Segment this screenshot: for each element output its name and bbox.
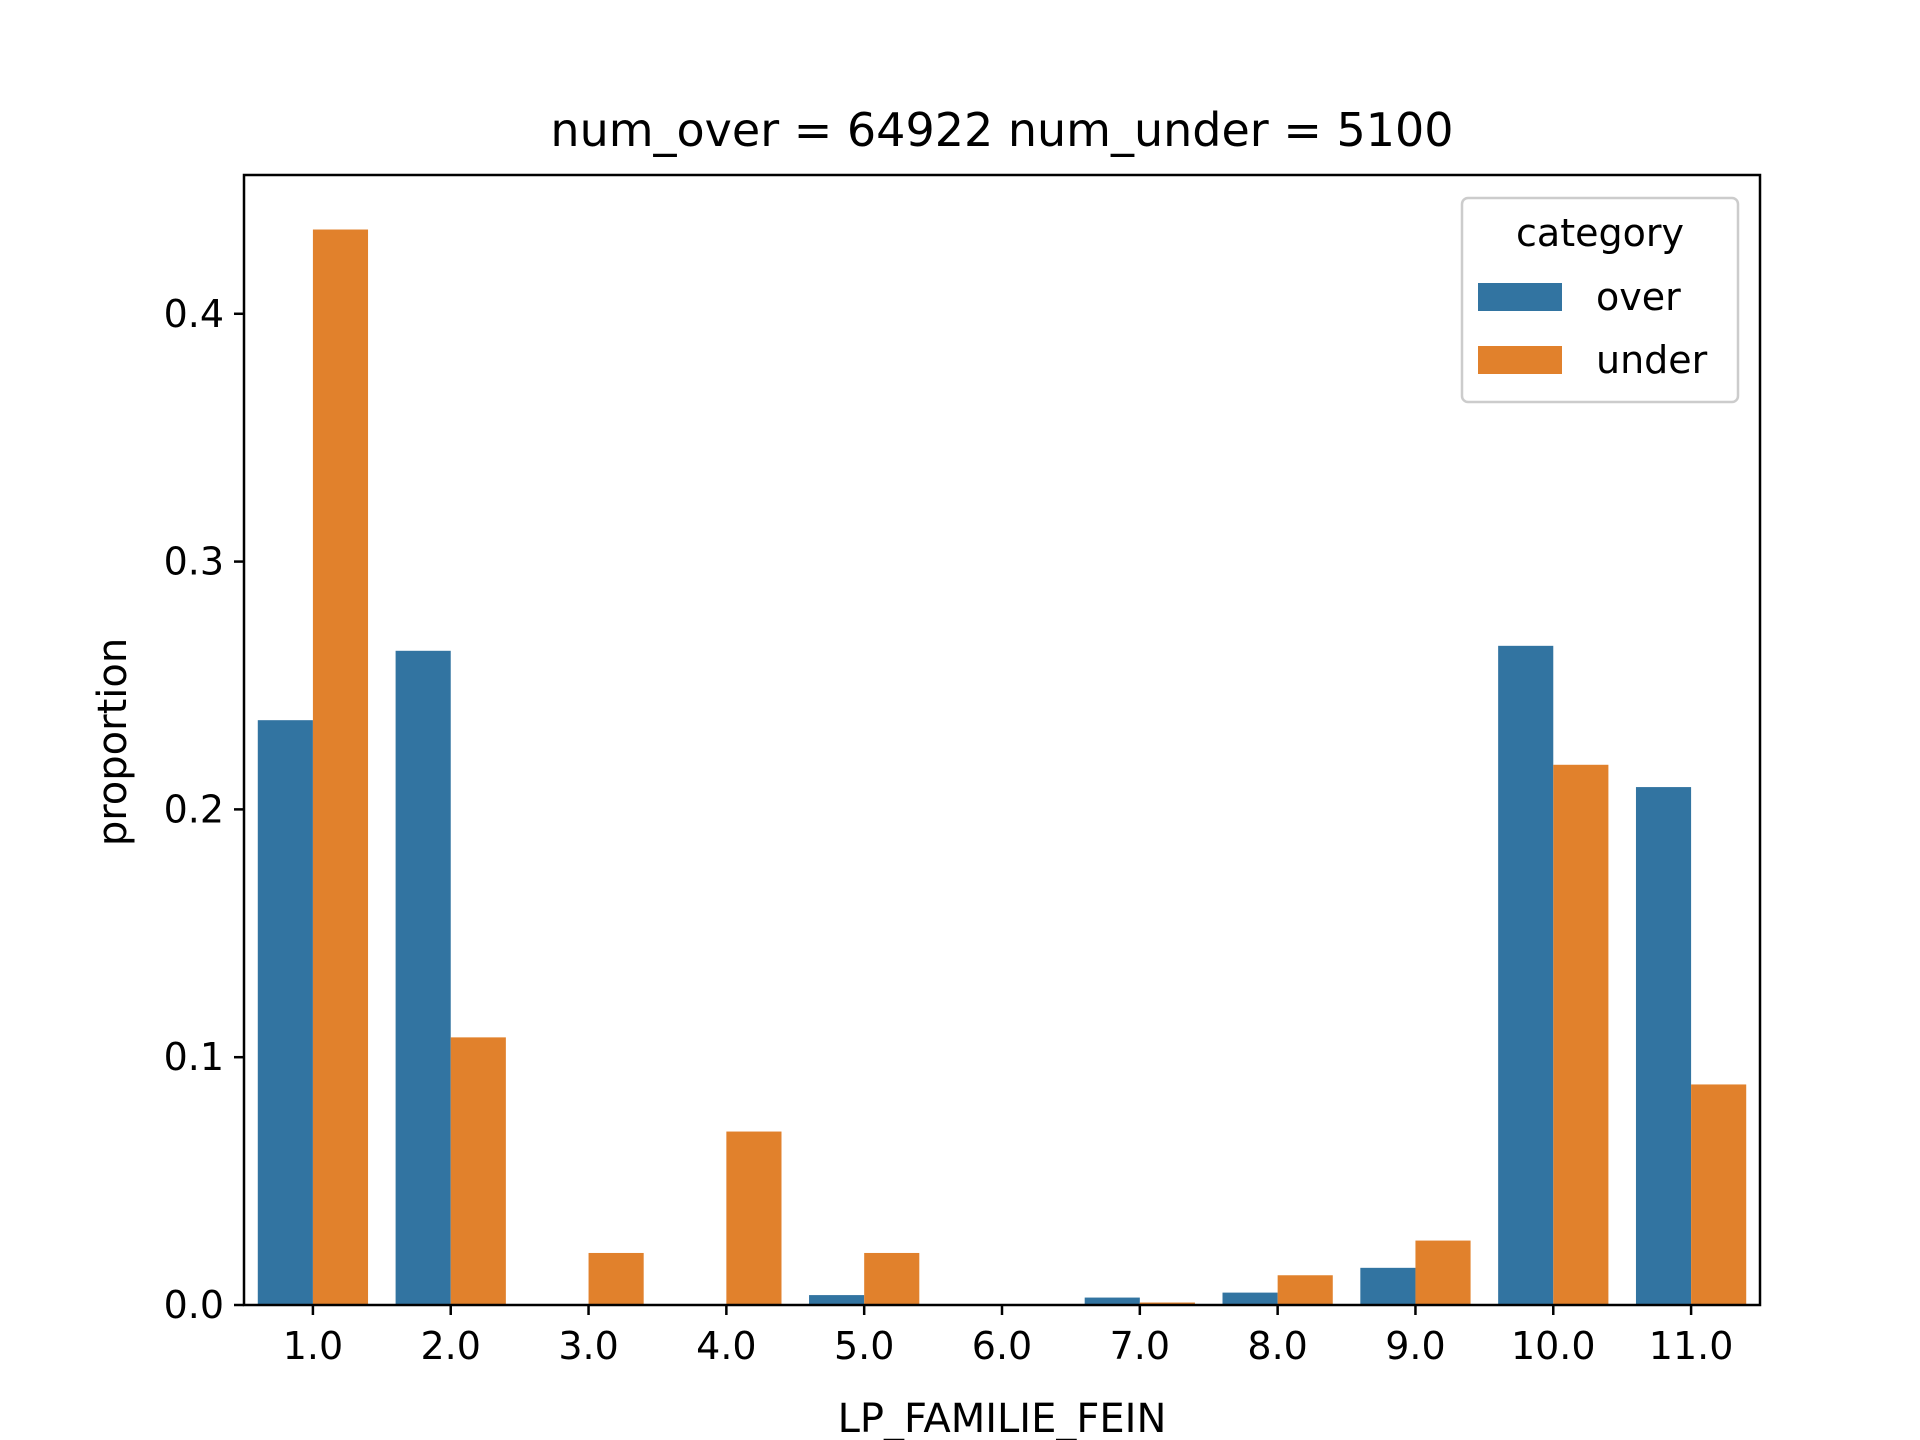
x-tick-label: 4.0 [696, 1324, 756, 1368]
y-tick-label: 0.2 [164, 787, 224, 831]
chart-title: num_over = 64922 num_under = 5100 [550, 103, 1453, 157]
y-tick-label: 0.3 [164, 540, 224, 584]
bar-under-4.0 [726, 1131, 782, 1305]
bar-under-8.0 [1277, 1275, 1333, 1305]
x-tick-label: 2.0 [421, 1324, 481, 1368]
y-tick-label: 0.4 [164, 292, 224, 336]
legend-label-over: over [1596, 275, 1681, 319]
y-axis-ticks: 0.0 0.1 0.2 0.3 0.4 [164, 292, 244, 1327]
bar-under-11.0 [1691, 1084, 1747, 1305]
bar-over-8.0 [1222, 1292, 1278, 1305]
x-tick-label: 1.0 [283, 1324, 343, 1368]
legend-title: category [1516, 211, 1684, 255]
x-tick-label: 8.0 [1247, 1324, 1307, 1368]
x-tick-label: 11.0 [1649, 1324, 1734, 1368]
legend-swatch-under [1478, 346, 1562, 374]
x-tick-label: 3.0 [558, 1324, 618, 1368]
bar-over-9.0 [1360, 1267, 1416, 1305]
x-tick-label: 9.0 [1385, 1324, 1445, 1368]
legend: category over under [1460, 196, 1740, 404]
bar-over-1.0 [257, 720, 313, 1305]
bar-under-2.0 [450, 1037, 506, 1305]
x-axis-label: LP_FAMILIE_FEIN [838, 1396, 1167, 1440]
y-tick-label: 0.1 [164, 1035, 224, 1079]
bar-over-10.0 [1498, 645, 1554, 1305]
x-axis-ticks: 1.0 2.0 3.0 4.0 5.0 6.0 7.0 8.0 9.0 10.0 11.0 [283, 1305, 1734, 1368]
x-tick-label: 6.0 [972, 1324, 1032, 1368]
bar-under-5.0 [864, 1252, 920, 1305]
x-tick-label: 10.0 [1511, 1324, 1596, 1368]
legend-label-under: under [1596, 338, 1708, 382]
bar-over-7.0 [1084, 1297, 1140, 1305]
bar-over-2.0 [395, 650, 451, 1305]
bar-under-9.0 [1415, 1240, 1471, 1305]
x-tick-label: 7.0 [1110, 1324, 1170, 1368]
plot-area-frame [242, 173, 1762, 1307]
bar-under-10.0 [1553, 764, 1609, 1305]
bars-group [257, 229, 1747, 1305]
x-tick-label: 5.0 [834, 1324, 894, 1368]
y-axis-label: proportion [90, 638, 136, 846]
bar-under-3.0 [588, 1252, 644, 1305]
bar-over-11.0 [1635, 787, 1692, 1305]
bar-under-1.0 [312, 229, 369, 1305]
y-tick-label: 0.0 [164, 1283, 224, 1327]
legend-swatch-over [1478, 283, 1562, 311]
bar-over-5.0 [809, 1295, 865, 1305]
